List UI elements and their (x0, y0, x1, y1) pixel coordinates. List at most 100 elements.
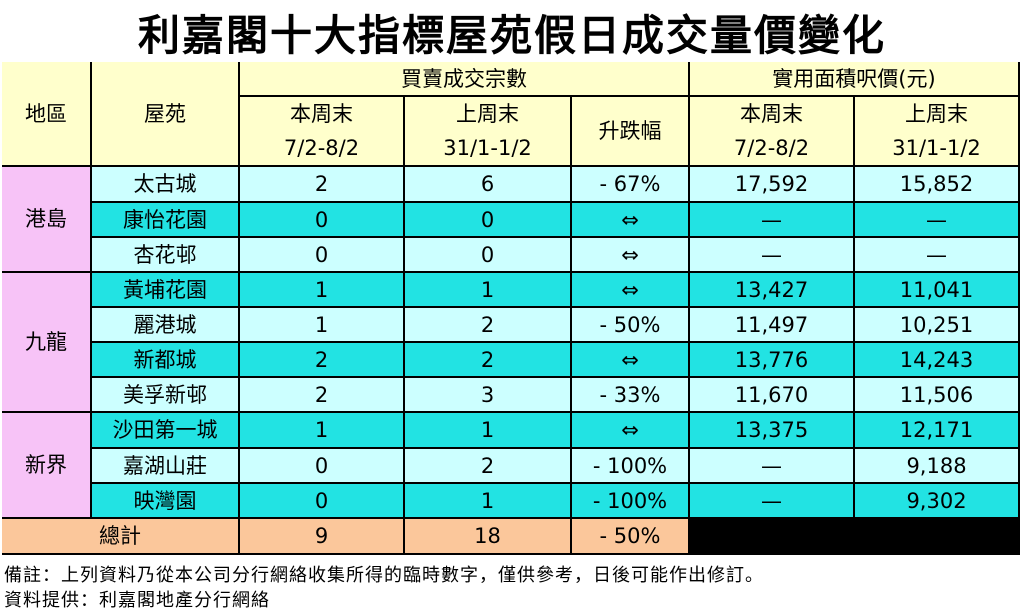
cell-text: 0 (480, 207, 495, 232)
cell-text: 1 (480, 488, 495, 513)
cell-text: ⇔ (621, 242, 639, 267)
cell-text: 12,171 (899, 418, 974, 442)
data-cell: ⇔ (572, 413, 690, 449)
note: 資料提供：利嘉閣地產分行網絡 (4, 590, 270, 611)
data-cell: 沙田第一城 (92, 413, 240, 449)
cell-text: 11,497 (734, 312, 809, 337)
data-cell: — (690, 484, 855, 519)
cell-text: 2 (480, 312, 495, 337)
data-cell: 康怡花園 (92, 203, 240, 238)
data-cell: 美孚新邨 (92, 378, 240, 413)
cell-text: 實用面積呎價(元) (772, 66, 936, 91)
data-cell: - 33% (572, 378, 690, 413)
total-cell: - 50% (572, 519, 690, 555)
cell-text: - 67% (599, 172, 661, 196)
cell-text: 9 (314, 524, 329, 548)
cell-text: 3 (480, 382, 495, 407)
cell-text: 太古城 (133, 172, 197, 196)
data-cell: ⇔ (572, 203, 690, 238)
cell-text: 映灣園 (133, 488, 197, 513)
data-cell: 太古城 (92, 167, 240, 203)
header-cell: 本周末 7/2-8/2 (690, 97, 855, 167)
data-cell: 9,188 (855, 449, 1020, 484)
cell-text: 2 (314, 347, 329, 372)
data-cell: 1 (405, 273, 572, 308)
data-cell: 新都城 (92, 343, 240, 378)
data-cell: 0 (240, 238, 405, 273)
cell-text: 14,243 (899, 347, 974, 372)
data-cell: 2 (405, 449, 572, 484)
cell-text: 總計 (99, 524, 141, 548)
cell-text: 港島 (25, 207, 67, 231)
data-cell: 黃埔花園 (92, 273, 240, 308)
data-cell: — (690, 238, 855, 273)
data-cell: ⇔ (572, 343, 690, 378)
header-cell: 上周末 31/1-1/2 (855, 97, 1020, 167)
cell-text: 黃埔花園 (123, 277, 207, 302)
cell-text: - 50% (599, 312, 661, 337)
header-cell: 升跌幅 (572, 97, 690, 167)
data-cell: ⇔ (572, 238, 690, 273)
data-cell: 15,852 (855, 167, 1020, 203)
data-cell: — (855, 238, 1020, 273)
cell-text: 升跌幅 (598, 119, 662, 143)
cell-text: 1 (480, 418, 495, 442)
cell-text: ⇔ (621, 418, 639, 442)
data-cell: 11,506 (855, 378, 1020, 413)
data-cell: — (855, 203, 1020, 238)
data-cell: 1 (405, 413, 572, 449)
cell-text: 嘉湖山莊 (123, 453, 207, 478)
cell-text: 新都城 (133, 347, 197, 372)
data-cell: 1 (405, 484, 572, 519)
cell-text: 新界 (25, 453, 67, 477)
cell-text: - 100% (592, 453, 668, 478)
cell-text: — (926, 242, 947, 267)
total-cell: 總計 (2, 519, 240, 555)
district-cell: 九龍 (2, 273, 92, 413)
cell-text: ⇔ (621, 277, 639, 302)
cell-text: — (926, 207, 947, 232)
cell-text: 2 (314, 172, 329, 196)
data-cell: - 100% (572, 484, 690, 519)
cell-text: 2 (314, 382, 329, 407)
data-cell: 2 (240, 167, 405, 203)
cell-text: 6 (480, 172, 495, 196)
data-cell: 10,251 (855, 308, 1020, 343)
data-cell: 13,375 (690, 413, 855, 449)
header-cell: 買賣成交宗數 (240, 62, 690, 97)
total-cell: 18 (405, 519, 572, 555)
data-cell: — (690, 449, 855, 484)
cell-text: 上周末 (905, 102, 968, 126)
data-cell: 0 (240, 449, 405, 484)
data-cell: 13,427 (690, 273, 855, 308)
header-cell: 實用面積呎價(元) (690, 62, 1020, 97)
data-cell: 11,497 (690, 308, 855, 343)
data-cell: ⇔ (572, 273, 690, 308)
data-cell: 13,776 (690, 343, 855, 378)
cell-text: - 33% (599, 382, 661, 407)
cell-text: 1 (314, 312, 329, 337)
cell-text: 康怡花園 (123, 207, 207, 232)
cell-text: 屋苑 (144, 101, 186, 126)
total-cell: 9 (240, 519, 405, 555)
data-cell: - 100% (572, 449, 690, 484)
cell-text: 麗港城 (133, 312, 197, 337)
data-cell: 2 (405, 343, 572, 378)
cell-text: 7/2-8/2 (283, 136, 360, 160)
data-cell: 12,171 (855, 413, 1020, 449)
cell-text: 1 (314, 418, 329, 442)
data-cell: — (690, 203, 855, 238)
data-cell: 麗港城 (92, 308, 240, 343)
data-cell: 3 (405, 378, 572, 413)
cell-text: 地區 (25, 101, 67, 126)
cell-text: 1 (480, 277, 495, 302)
cell-text: 31/1-1/2 (892, 136, 981, 160)
cell-text: ⇔ (621, 347, 639, 372)
cell-text: 11,670 (734, 382, 809, 407)
data-cell: 0 (405, 203, 572, 238)
data-cell: 0 (240, 484, 405, 519)
cell-text: 13,776 (734, 347, 809, 372)
district-cell: 新界 (2, 413, 92, 519)
data-cell: - 67% (572, 167, 690, 203)
note: 備註：上列資料乃從本公司分行網絡收集所得的臨時數字，僅供參考，日後可能作出修訂。 (4, 565, 764, 586)
